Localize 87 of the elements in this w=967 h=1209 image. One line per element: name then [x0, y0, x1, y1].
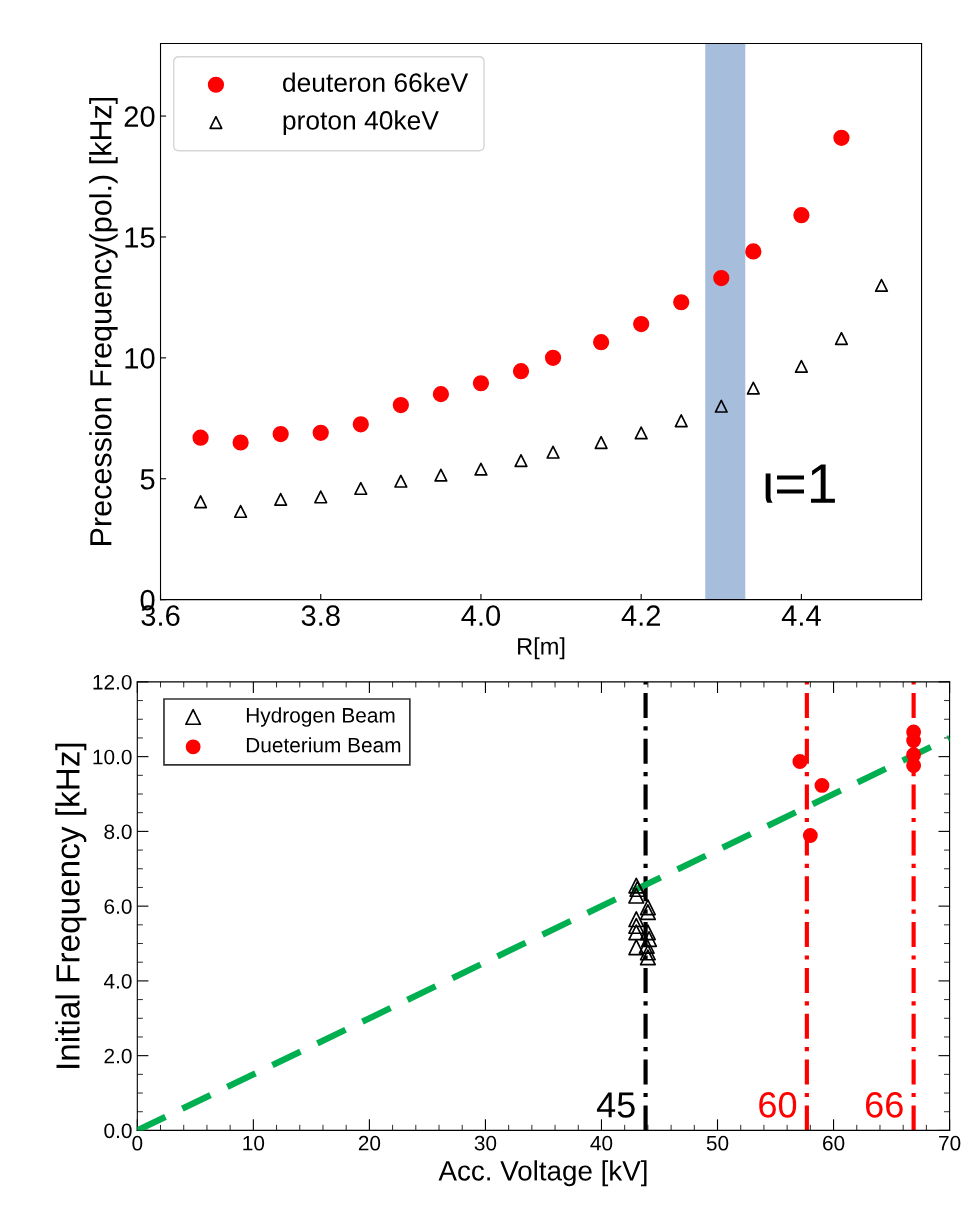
point: [192, 429, 209, 446]
annotation: 66: [866, 1092, 903, 1118]
y-tick-label: 10.0: [93, 749, 132, 765]
x-tick-label: 3.8: [301, 605, 340, 626]
point: [512, 363, 530, 380]
x-tick-label: 4.4: [781, 605, 821, 626]
y-tick-label: 15: [125, 227, 155, 248]
point: [628, 939, 645, 956]
point: [474, 462, 488, 476]
y-tick-label: 8.0: [104, 824, 132, 840]
y-axis-title: Initial Frequency [kHz]: [55, 743, 87, 1068]
point: [628, 877, 645, 894]
point: [314, 490, 328, 504]
point: [629, 880, 646, 898]
point: [628, 887, 645, 904]
point: [628, 917, 645, 935]
point: [714, 399, 728, 413]
point: [233, 504, 248, 519]
point: [514, 453, 528, 468]
legend-label: deuteron 66keV: [283, 72, 469, 92]
annotation: 45: [596, 1092, 635, 1118]
point: [232, 434, 249, 451]
y-tick-label: 2.0: [104, 1048, 132, 1064]
point: [544, 349, 562, 366]
point: [594, 435, 608, 450]
point: [434, 468, 448, 482]
y-tick-label: 12.0: [93, 674, 132, 690]
point: [638, 937, 655, 954]
x-tick-label: 50: [706, 1135, 729, 1151]
point: [639, 899, 657, 916]
point: [352, 416, 369, 433]
annotation: 60: [759, 1092, 797, 1118]
y-axis-title: Precession Frequency(pol.) [kHz]: [89, 97, 118, 545]
point: [639, 904, 657, 921]
point: [794, 359, 809, 373]
point: [634, 426, 648, 440]
point: [713, 269, 730, 287]
y-tick-label: 0.0: [104, 1123, 132, 1139]
point: [874, 278, 889, 292]
point: [673, 294, 690, 311]
x-tick-label: 20: [358, 1135, 381, 1151]
point: [432, 386, 450, 403]
y-tick-label: 20: [124, 106, 155, 127]
x-tick-label: 70: [939, 1135, 961, 1151]
x-tick-label: 40: [590, 1135, 613, 1151]
y-tick-label: 6.0: [104, 899, 132, 914]
x-tick-label: 4.2: [621, 605, 660, 626]
point: [592, 334, 610, 351]
x-tick-label: 4.0: [461, 605, 501, 626]
point: [472, 375, 490, 392]
x-axis-title: R[m]: [518, 637, 565, 660]
point: [640, 930, 658, 948]
point: [745, 243, 762, 260]
point: [906, 758, 922, 774]
point: [193, 495, 208, 509]
point: [394, 474, 408, 488]
point: [833, 129, 850, 146]
y-tick-label: 5: [140, 469, 155, 490]
x-tick-label: 30: [474, 1135, 497, 1151]
legend-label: proton 40keV: [283, 110, 439, 135]
point: [639, 949, 657, 966]
legend-label: Dueterium Beam: [246, 737, 401, 753]
x-axis-title: Acc. Voltage [kV]: [438, 1160, 647, 1187]
point: [834, 331, 849, 346]
point: [272, 425, 289, 443]
point: [793, 207, 810, 224]
point: [746, 381, 760, 395]
y-tick-label: 4.0: [103, 973, 132, 989]
point: [639, 944, 657, 961]
point: [628, 924, 645, 941]
legend-label: Hydrogen Beam: [246, 707, 395, 727]
point: [792, 754, 808, 769]
point: [802, 828, 818, 843]
point: [392, 396, 409, 414]
annotation: ι=1: [765, 464, 835, 503]
point: [628, 911, 645, 928]
point: [546, 445, 560, 459]
point: [633, 315, 650, 333]
point: [639, 924, 657, 941]
y-tick-label: 10: [125, 348, 155, 369]
point: [674, 414, 688, 428]
x-tick-label: 10: [243, 1135, 265, 1151]
point: [274, 492, 288, 506]
point: [354, 481, 368, 496]
point: [312, 424, 329, 441]
point: [814, 777, 830, 793]
x-tick-label: 60: [823, 1135, 845, 1151]
